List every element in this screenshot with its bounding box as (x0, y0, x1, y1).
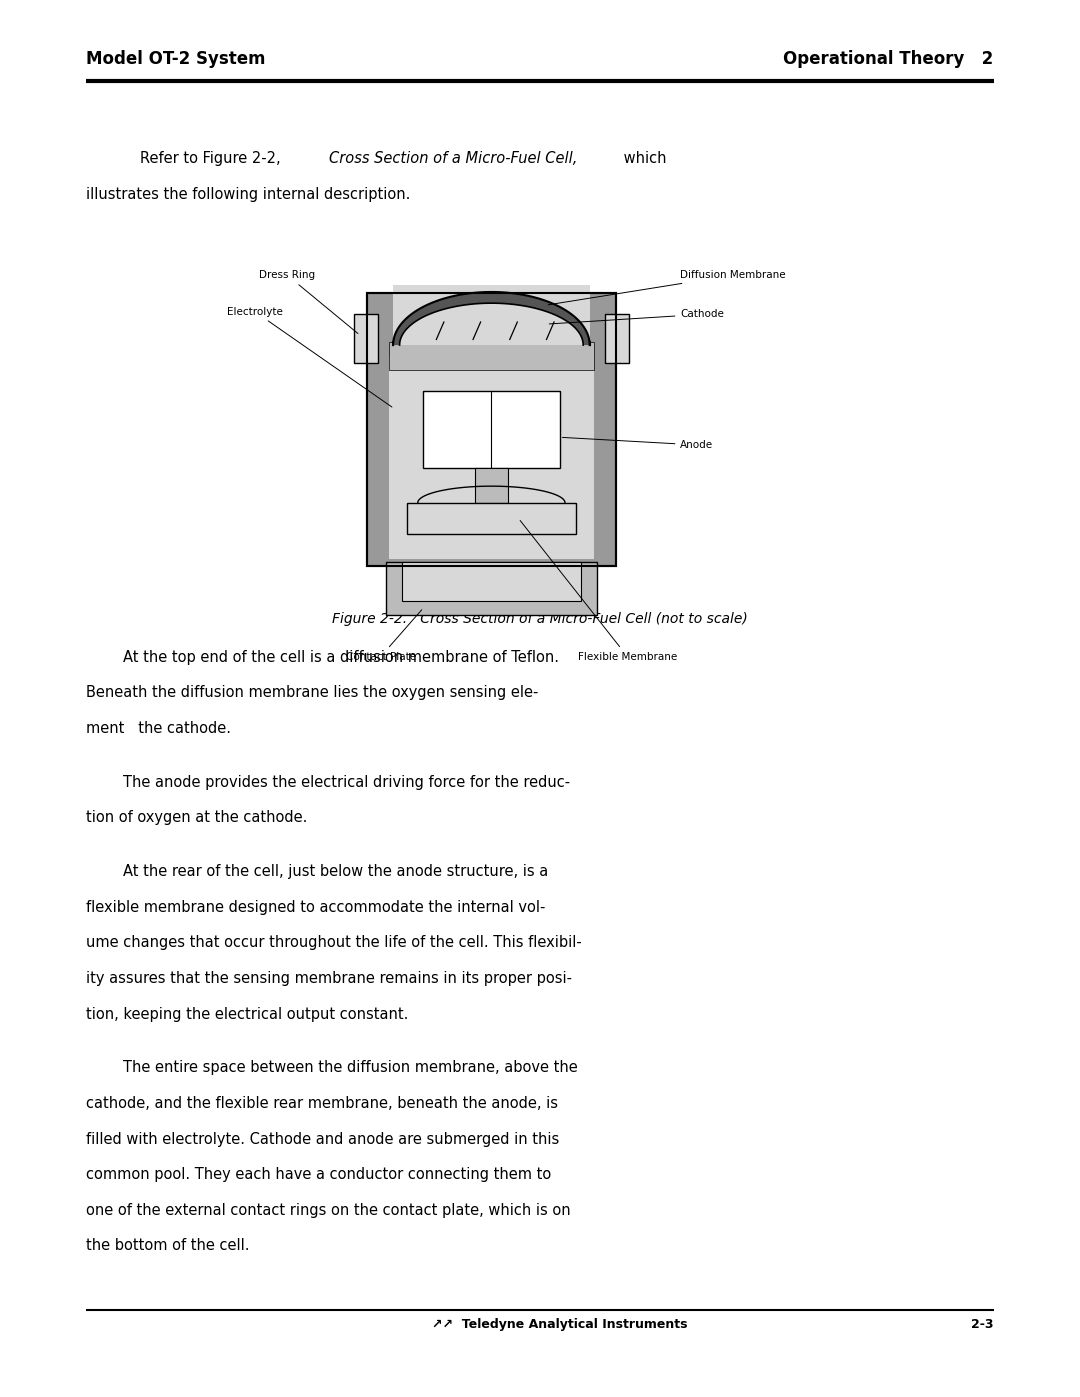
Text: illustrates the following internal description.: illustrates the following internal descr… (86, 187, 410, 203)
Text: Cathode: Cathode (550, 309, 725, 324)
Text: At the top end of the cell is a diffusion membrane of Teflon.: At the top end of the cell is a diffusio… (86, 650, 559, 665)
Text: which: which (619, 151, 666, 166)
Text: Diffusion Membrane: Diffusion Membrane (549, 270, 786, 305)
Bar (475, 468, 508, 503)
Text: Cross Section of a Micro-Fuel Cell,: Cross Section of a Micro-Fuel Cell, (329, 151, 578, 166)
Bar (367, 293, 616, 566)
Bar (605, 314, 629, 363)
Text: tion of oxygen at the cathode.: tion of oxygen at the cathode. (86, 810, 308, 826)
Text: Operational Theory   2: Operational Theory 2 (783, 50, 994, 67)
Text: ment   the cathode.: ment the cathode. (86, 721, 231, 736)
Text: The anode provides the electrical driving force for the reduc-: The anode provides the electrical drivin… (86, 774, 570, 789)
Text: cathode, and the flexible rear membrane, beneath the anode, is: cathode, and the flexible rear membrane,… (86, 1095, 558, 1111)
Bar (386, 562, 597, 615)
Bar (389, 342, 594, 370)
Text: The entire space between the diffusion membrane, above the: The entire space between the diffusion m… (86, 1060, 578, 1076)
Text: At the rear of the cell, just below the anode structure, is a: At the rear of the cell, just below the … (86, 863, 549, 879)
Bar (407, 503, 576, 534)
Bar (367, 293, 616, 566)
Bar (354, 314, 378, 363)
Text: 2-3: 2-3 (971, 1317, 994, 1331)
Text: ↗↗  Teledyne Analytical Instruments: ↗↗ Teledyne Analytical Instruments (432, 1317, 688, 1331)
Text: the bottom of the cell.: the bottom of the cell. (86, 1239, 249, 1253)
Text: ume changes that occur throughout the life of the cell. This flexibil-: ume changes that occur throughout the li… (86, 936, 582, 950)
Bar (389, 356, 594, 559)
Bar (423, 391, 559, 468)
Text: Flexible Membrane: Flexible Membrane (521, 521, 677, 662)
Text: tion, keeping the electrical output constant.: tion, keeping the electrical output cons… (86, 1006, 408, 1021)
Text: Anode: Anode (563, 437, 714, 450)
Text: ity assures that the sensing membrane remains in its proper posi-: ity assures that the sensing membrane re… (86, 971, 572, 986)
Text: Electrolyte: Electrolyte (227, 306, 392, 407)
Text: one of the external contact rings on the contact plate, which is on: one of the external contact rings on the… (86, 1203, 571, 1218)
Text: Refer to Figure 2-2,: Refer to Figure 2-2, (140, 151, 285, 166)
Text: Dress Ring: Dress Ring (259, 270, 357, 334)
Text: common pool. They each have a conductor connecting them to: common pool. They each have a conductor … (86, 1168, 552, 1182)
Bar (402, 562, 581, 601)
Text: Beneath the diffusion membrane lies the oxygen sensing ele-: Beneath the diffusion membrane lies the … (86, 685, 539, 700)
Text: filled with electrolyte. Cathode and anode are submerged in this: filled with electrolyte. Cathode and ano… (86, 1132, 559, 1147)
Text: Contact Plate: Contact Plate (346, 609, 422, 662)
Bar (393, 285, 590, 345)
Text: Figure 2-2.   Cross Section of a Micro-Fuel Cell (not to scale): Figure 2-2. Cross Section of a Micro-Fue… (333, 612, 747, 626)
Polygon shape (393, 292, 590, 345)
Text: flexible membrane designed to accommodate the internal vol-: flexible membrane designed to accommodat… (86, 900, 545, 915)
Text: Model OT-2 System: Model OT-2 System (86, 50, 266, 67)
